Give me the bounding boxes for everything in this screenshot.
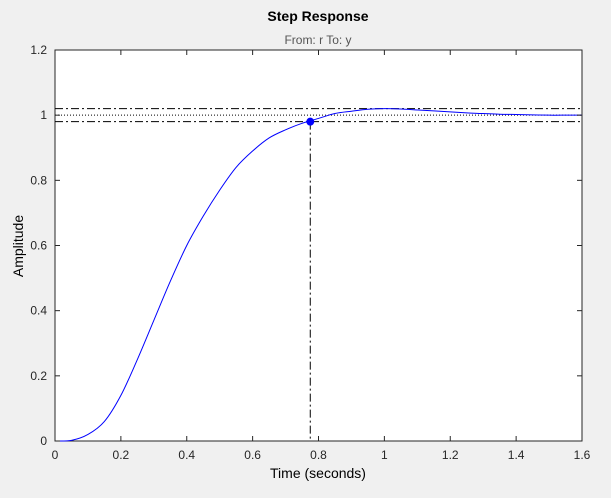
x-tick-label: 0.4 <box>178 448 195 462</box>
reference-lines <box>55 108 582 441</box>
x-tick-label: 1.2 <box>442 448 459 462</box>
step-response-curve <box>54 108 582 442</box>
x-tick-label: 0.2 <box>113 448 130 462</box>
y-tick-label: 0 <box>40 434 47 448</box>
x-tick-label: 0.8 <box>310 448 327 462</box>
x-tick-label: 1 <box>381 448 388 462</box>
y-tick-label: 1 <box>40 108 47 122</box>
y-tick-label: 0.6 <box>30 239 47 253</box>
x-tick-label: 1.4 <box>508 448 525 462</box>
chart-subtitle: From: r To: y <box>284 33 351 47</box>
x-tick-label: 0.6 <box>244 448 261 462</box>
x-tick-label: 1.6 <box>574 448 591 462</box>
x-axis-label: Time (seconds) <box>270 465 366 481</box>
y-axis-ticks: 0 0.2 0.4 0.6 0.8 1 1.2 <box>30 43 582 448</box>
y-tick-label: 1.2 <box>30 43 47 57</box>
y-axis-label: Amplitude <box>10 215 26 277</box>
y-tick-label: 0.4 <box>30 304 47 318</box>
settling-time-marker[interactable] <box>306 117 315 126</box>
x-tick-label: 0 <box>52 448 59 462</box>
x-axis-ticks: 0 0.2 0.4 0.6 0.8 1 1.2 1.4 1.6 <box>52 50 591 462</box>
y-tick-label: 0.8 <box>30 173 47 187</box>
y-tick-label: 0.2 <box>30 369 47 383</box>
chart-title: Step Response <box>267 8 368 24</box>
